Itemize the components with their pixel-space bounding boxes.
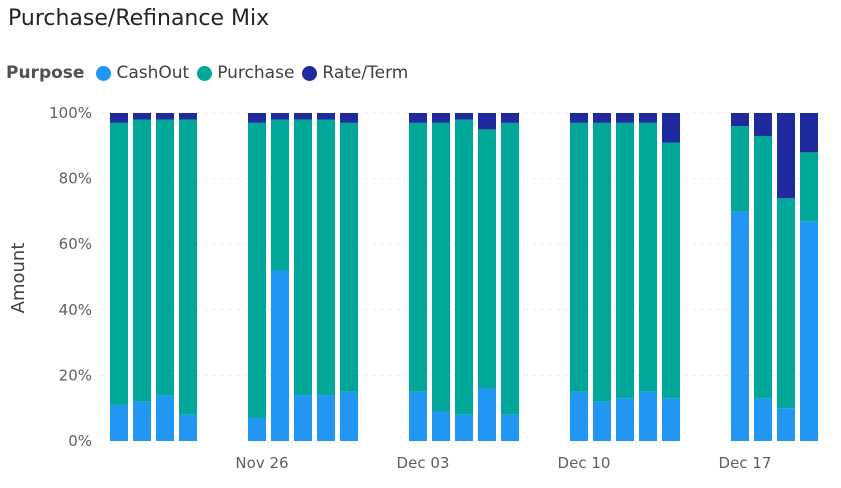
legend-label-cashout: CashOut	[116, 63, 190, 83]
bar-rate-term[interactable]	[409, 113, 427, 123]
chart-title: Purchase/Refinance Mix	[8, 6, 270, 31]
bar-rate-term[interactable]	[133, 113, 151, 120]
y-tick-label: 80%	[59, 170, 92, 188]
bar-purchase[interactable]	[616, 122, 634, 399]
y-axis-ticks: 0% 20% 40% 60% 80% 100%	[49, 104, 92, 450]
bar-rate-term[interactable]	[455, 113, 473, 120]
bar-rate-term[interactable]	[501, 113, 519, 123]
legend: Purpose CashOut Purchase Rate/Term	[6, 60, 416, 86]
bar-purchase[interactable]	[777, 198, 795, 409]
bar-rate-term[interactable]	[478, 113, 496, 130]
bar-rate-term[interactable]	[317, 113, 335, 120]
bar-rate-term[interactable]	[754, 113, 772, 136]
x-tick-label: Dec 03	[397, 454, 450, 472]
bar-purchase[interactable]	[110, 122, 128, 405]
bar-cashout[interactable]	[593, 401, 611, 441]
y-tick-label: 60%	[59, 235, 92, 253]
bar-purchase[interactable]	[478, 129, 496, 389]
bar-cashout[interactable]	[271, 270, 289, 441]
bar-purchase[interactable]	[156, 119, 174, 396]
bars	[110, 113, 818, 441]
bar-rate-term[interactable]	[248, 113, 266, 123]
legend-label-purchase: Purchase	[217, 63, 295, 83]
legend-marker-cashout	[96, 65, 112, 81]
bar-rate-term[interactable]	[731, 113, 749, 127]
y-tick-label: 40%	[59, 301, 92, 319]
bar-cashout[interactable]	[662, 398, 680, 441]
bar-purchase[interactable]	[501, 122, 519, 415]
bar-rate-term[interactable]	[800, 113, 818, 153]
legend-marker-rate-term	[302, 65, 318, 81]
bar-purchase[interactable]	[179, 119, 197, 415]
bar-cashout[interactable]	[248, 418, 266, 441]
legend-item-cashout[interactable]: CashOut	[96, 63, 189, 83]
bar-cashout[interactable]	[179, 414, 197, 441]
legend-item-purchase[interactable]: Purchase	[197, 63, 294, 83]
bar-cashout[interactable]	[409, 391, 427, 441]
bar-purchase[interactable]	[317, 119, 335, 396]
bar-cashout[interactable]	[777, 408, 795, 441]
bar-cashout[interactable]	[156, 395, 174, 441]
bar-rate-term[interactable]	[340, 113, 358, 123]
bar-rate-term[interactable]	[639, 113, 657, 123]
bar-cashout[interactable]	[731, 211, 749, 441]
x-axis-ticks: Nov 26 Dec 03 Dec 10 Dec 17	[235, 454, 771, 472]
legend-label-rate-term: Rate/Term	[322, 63, 409, 83]
bar-rate-term[interactable]	[179, 113, 197, 120]
bar-cashout[interactable]	[432, 411, 450, 441]
bar-rate-term[interactable]	[777, 113, 795, 199]
legend-title: Purpose	[6, 63, 85, 83]
bar-rate-term[interactable]	[271, 113, 289, 120]
bar-rate-term[interactable]	[570, 113, 588, 123]
bar-rate-term[interactable]	[593, 113, 611, 123]
bar-cashout[interactable]	[294, 395, 312, 441]
bar-purchase[interactable]	[662, 142, 680, 399]
bar-cashout[interactable]	[133, 401, 151, 441]
bar-cashout[interactable]	[455, 414, 473, 441]
bar-cashout[interactable]	[616, 398, 634, 441]
bar-cashout[interactable]	[570, 391, 588, 441]
bar-rate-term[interactable]	[110, 113, 128, 123]
x-tick-label: Nov 26	[235, 454, 288, 472]
bar-rate-term[interactable]	[294, 113, 312, 120]
bar-purchase[interactable]	[340, 122, 358, 392]
bar-purchase[interactable]	[800, 152, 818, 222]
y-axis-label: Amount	[8, 243, 29, 314]
bar-cashout[interactable]	[317, 395, 335, 441]
legend-marker-purchase	[197, 65, 213, 81]
bar-purchase[interactable]	[248, 122, 266, 419]
bar-purchase[interactable]	[409, 122, 427, 392]
bar-purchase[interactable]	[731, 126, 749, 212]
bar-cashout[interactable]	[754, 398, 772, 441]
bar-purchase[interactable]	[271, 119, 289, 271]
bar-purchase[interactable]	[455, 119, 473, 415]
bar-cashout[interactable]	[478, 388, 496, 441]
bar-rate-term[interactable]	[156, 113, 174, 120]
bar-purchase[interactable]	[593, 122, 611, 402]
bar-purchase[interactable]	[639, 122, 657, 392]
x-tick-label: Dec 17	[719, 454, 772, 472]
bar-rate-term[interactable]	[432, 113, 450, 123]
bar-purchase[interactable]	[432, 122, 450, 412]
bar-cashout[interactable]	[800, 221, 818, 441]
bar-cashout[interactable]	[639, 391, 657, 441]
bar-rate-term[interactable]	[616, 113, 634, 123]
bar-cashout[interactable]	[501, 414, 519, 441]
bar-rate-term[interactable]	[662, 113, 680, 143]
y-tick-label: 20%	[59, 366, 92, 384]
x-tick-label: Dec 10	[558, 454, 611, 472]
y-tick-label: 100%	[49, 104, 92, 122]
bar-purchase[interactable]	[294, 119, 312, 396]
legend-item-rate-term[interactable]: Rate/Term	[302, 63, 408, 83]
bar-cashout[interactable]	[110, 404, 128, 441]
bar-purchase[interactable]	[133, 119, 151, 402]
y-tick-label: 0%	[68, 432, 92, 450]
bar-purchase[interactable]	[754, 135, 772, 399]
bar-purchase[interactable]	[570, 122, 588, 392]
bar-cashout[interactable]	[340, 391, 358, 441]
